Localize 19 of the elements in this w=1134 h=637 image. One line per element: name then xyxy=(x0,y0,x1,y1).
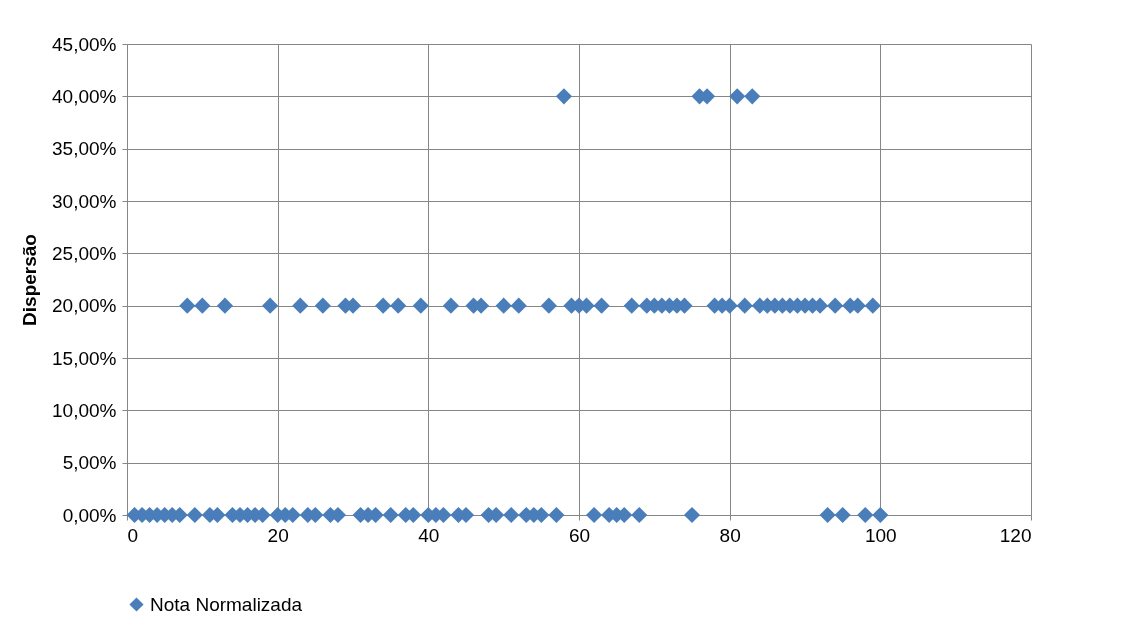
x-tick-label: 20 xyxy=(267,524,289,546)
y-tick-label: 0,00% xyxy=(62,504,117,526)
y-tick-label: 15,00% xyxy=(52,347,117,369)
legend-label: Nota Normalizada xyxy=(150,593,303,615)
y-axis-title: Dispersão xyxy=(19,234,41,326)
y-tick-label: 35,00% xyxy=(52,138,117,160)
x-tick-label: 0 xyxy=(127,524,139,546)
y-tick-label: 40,00% xyxy=(52,85,117,107)
x-tick-label: 40 xyxy=(418,524,440,546)
y-tick-label: 20,00% xyxy=(52,295,117,317)
y-tick-label: 10,00% xyxy=(52,399,117,421)
x-tick-label: 100 xyxy=(864,524,897,546)
x-tick-label: 60 xyxy=(568,524,591,546)
x-tick-label: 80 xyxy=(719,524,741,546)
y-tick-label: 30,00% xyxy=(52,190,117,212)
y-tick-label: 5,00% xyxy=(62,452,117,474)
x-tick-label: 120 xyxy=(999,524,1032,546)
y-tick-label: 25,00% xyxy=(52,242,117,264)
y-tick-label: 45,00% xyxy=(52,33,117,55)
